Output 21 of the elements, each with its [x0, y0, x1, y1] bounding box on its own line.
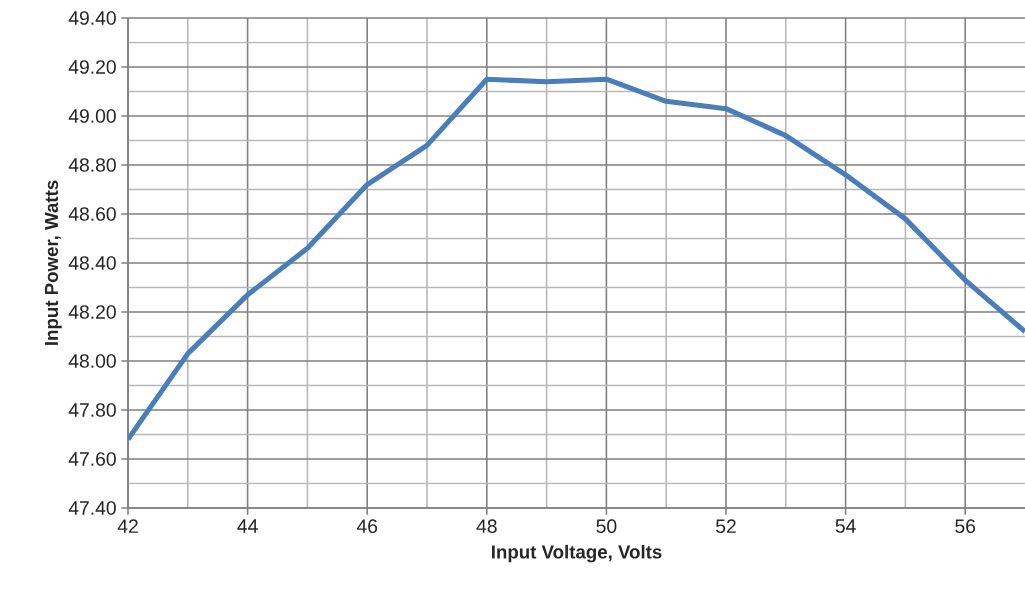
x-tick-label: 52: [716, 519, 736, 534]
x-tick-label: 46: [356, 519, 378, 534]
y-tick-label: 48.40: [68, 256, 116, 270]
y-tick-label: 47.80: [68, 403, 116, 417]
y-tick-label: 48.60: [68, 207, 116, 221]
x-axis-title: Input Voltage, Volts: [492, 544, 662, 563]
y-tick-label: 49.00: [68, 109, 116, 123]
y-tick-label: 49.40: [68, 11, 116, 25]
y-tick-label: 48.00: [68, 354, 116, 368]
y-axis-title: Input Power, Watts: [45, 180, 62, 345]
y-tick-label: 47.60: [68, 452, 116, 466]
y-tick-label: 48.20: [68, 305, 116, 319]
x-tick-label: 44: [237, 519, 258, 533]
x-tick-label: 42: [117, 519, 138, 533]
x-tick-label: 48: [476, 519, 497, 534]
y-tick-label: 48.80: [68, 158, 116, 172]
x-tick-label: 50: [596, 519, 617, 534]
y-tick-label: 47.40: [68, 501, 116, 515]
y-tick-label: 49.20: [68, 60, 116, 74]
x-tick-label: 56: [955, 519, 976, 534]
x-tick-label: 54: [835, 519, 856, 533]
